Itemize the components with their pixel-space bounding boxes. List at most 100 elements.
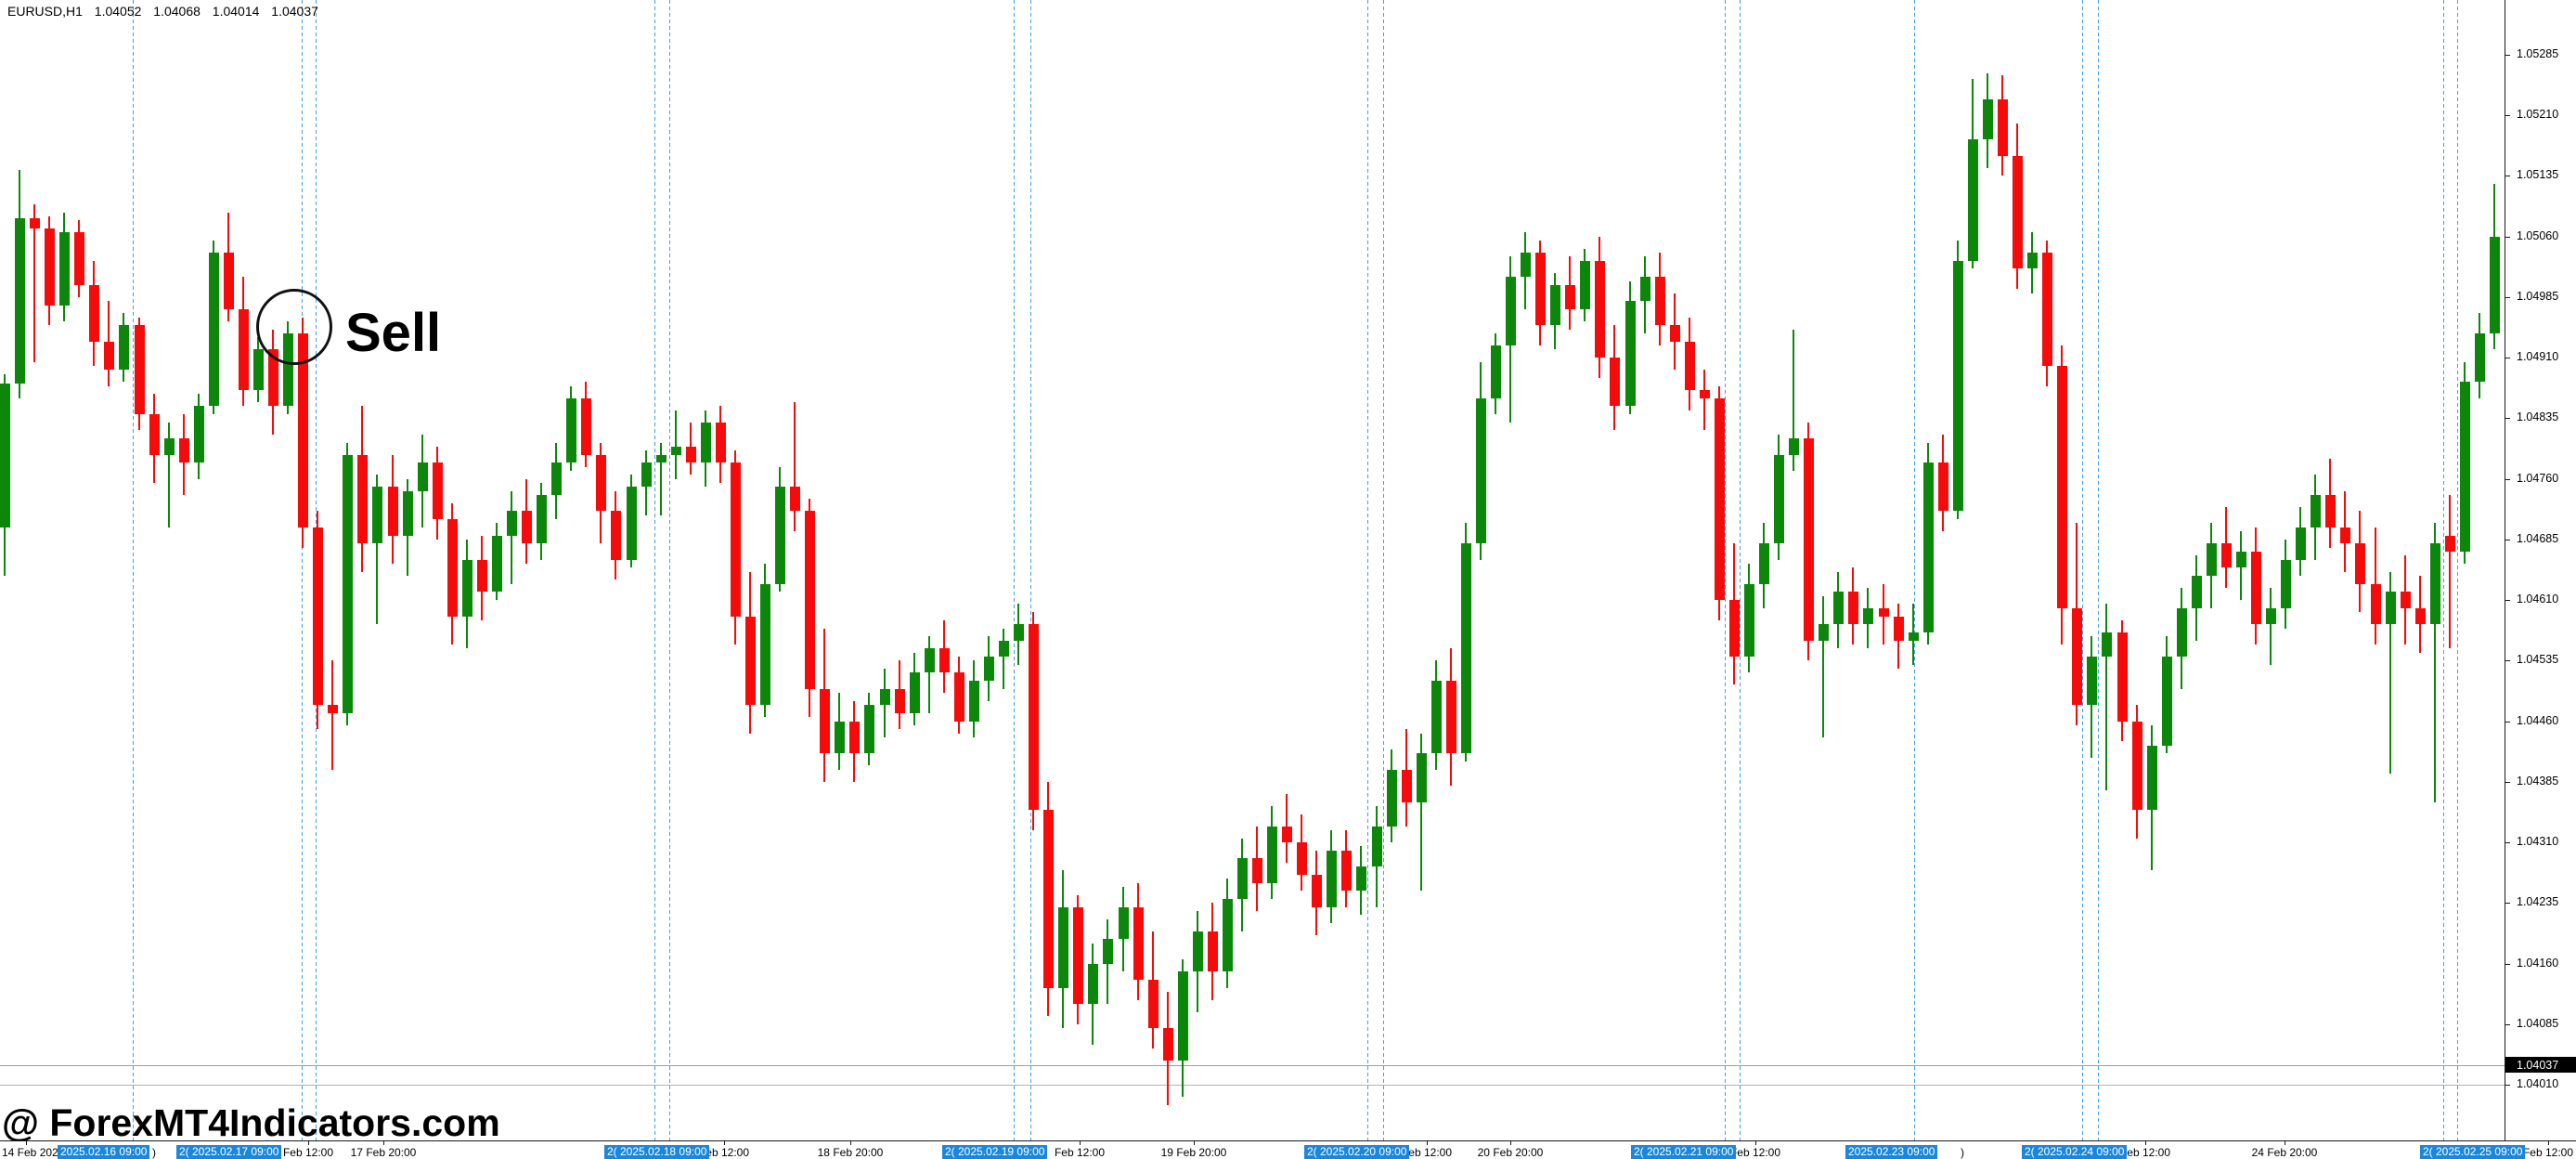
bull-candle-body [760, 584, 770, 705]
bull-candle-body [418, 462, 428, 491]
bear-candle-body [313, 527, 323, 705]
bull-candle-body [2162, 657, 2172, 746]
bull-candle-wick [675, 410, 677, 479]
price-axis-tick [2505, 479, 2510, 480]
bull-candle-body [1550, 285, 1560, 325]
price-axis-tick [2505, 964, 2510, 965]
bull-candle-body [1863, 608, 1873, 624]
price-axis[interactable]: 1.05285 1.05210 1.05135 1.05060 1.04985 1.049… [2505, 0, 2576, 1159]
bull-candle-body [835, 722, 845, 753]
bull-candle-body [1327, 851, 1337, 907]
bull-candle-body [1923, 462, 1934, 632]
bear-candle-body [2132, 722, 2142, 810]
bull-candle-body [1372, 827, 1382, 866]
current-price-value: 1.04037 [2517, 1059, 2559, 1072]
bear-candle-body [149, 414, 160, 455]
bull-candle-wick [1003, 629, 1004, 689]
bear-candle-body [820, 689, 830, 753]
price-axis-tick [2505, 903, 2510, 904]
bear-candle-body [89, 285, 99, 342]
time-axis-tick [2145, 1141, 2146, 1145]
price-axis-label: 1.05060 [2517, 229, 2559, 242]
price-axis-tick [2505, 660, 2510, 661]
bull-candle-body [880, 689, 890, 705]
price-axis-tick [2505, 722, 2510, 723]
bull-candle-wick [2270, 588, 2272, 665]
price-axis-tick [2505, 237, 2510, 238]
price-axis-label: 1.05285 [2517, 47, 2559, 60]
period-separator-line [2443, 0, 2444, 1140]
bull-candle-body [1983, 99, 1993, 139]
bear-candle-body [388, 487, 398, 536]
bull-candle-body [1431, 681, 1442, 753]
bear-candle-wick [1703, 370, 1705, 430]
bear-candle-body [447, 519, 458, 617]
period-separator-line [1367, 0, 1368, 1140]
sell-signal-circle [256, 289, 332, 365]
bear-candle-body [1595, 261, 1605, 358]
bull-candle-body [1953, 261, 1963, 511]
price-axis-tick [2505, 600, 2510, 601]
bull-candle-wick [168, 423, 170, 527]
bull-candle-body [999, 641, 1009, 657]
high-value: 1.04068 [153, 4, 201, 19]
bear-candle-body [522, 511, 532, 543]
bull-candle-body [209, 253, 219, 406]
bear-candle-wick [331, 660, 333, 770]
bear-candle-body [1804, 438, 1814, 641]
bull-candle-body [1356, 866, 1366, 891]
bull-candle-body [2490, 237, 2500, 333]
chart-canvas[interactable]: EURUSD,H1 1.04052 1.04068 1.04014 1.0403… [0, 0, 2505, 1140]
separator-time-label: 2( 2025.02.18 09:00 [604, 1145, 710, 1159]
bull-candle-body [627, 487, 637, 560]
bear-candle-body [1610, 358, 1620, 406]
time-axis-tick [1194, 1141, 1195, 1145]
bull-candle-body [537, 495, 547, 543]
bear-candle-body [1029, 624, 1039, 810]
bear-candle-body [1848, 592, 1858, 624]
separator-time-label: 2( 2025.02.19 09:00 [942, 1145, 1048, 1159]
price-axis-label: 1.04385 [2517, 775, 2559, 788]
bear-candle-body [2340, 527, 2350, 543]
bull-candle-body [1833, 592, 1844, 624]
period-separator-line [302, 0, 303, 1140]
bull-candle-body [551, 462, 562, 495]
bear-candle-body [849, 722, 860, 753]
bear-candle-body [731, 462, 741, 617]
bear-candle-body [135, 325, 145, 414]
period-separator-line [2082, 0, 2083, 1140]
bear-candle-wick [794, 402, 796, 531]
bull-candle-body [403, 491, 413, 536]
bear-candle-body [1043, 810, 1054, 988]
bull-candle-body [1789, 438, 1799, 455]
price-axis-label: 1.05210 [2517, 108, 2559, 121]
period-separator-line [1014, 0, 1015, 1140]
bull-candle-body [1387, 770, 1397, 827]
time-axis-tick [1755, 1141, 1756, 1145]
bull-candle-body [2460, 382, 2470, 552]
bull-candle-wick [928, 636, 930, 713]
bull-candle-body [2386, 592, 2396, 624]
time-axis-tick [850, 1141, 851, 1145]
watermark-text: @ ForexMT4Indicators.com [2, 1101, 500, 1140]
period-separator-line [2457, 0, 2458, 1140]
bull-candle-body [1625, 301, 1636, 406]
low-level-line [0, 1085, 2505, 1086]
bull-candle-body [2236, 552, 2246, 567]
bear-candle-body [1402, 770, 1412, 802]
bear-candle-body [1252, 858, 1262, 883]
bull-candle-body [1088, 964, 1098, 1004]
time-axis[interactable]: 14 Feb 2025 Feb 12:00 17 Feb 20:00 Feb 12:0… [0, 1140, 2576, 1159]
time-axis-tick [383, 1141, 384, 1145]
bull-candle-body [2027, 253, 2038, 268]
price-axis-tick [2505, 1085, 2510, 1086]
period-separator-line [1740, 0, 1741, 1140]
symbol-ohlc-header: EURUSD,H1 1.04052 1.04068 1.04014 1.0403… [7, 4, 327, 19]
bear-candle-body [2221, 543, 2232, 567]
bear-candle-body [1341, 851, 1352, 891]
bear-candle-wick [33, 204, 35, 362]
bull-candle-body [2087, 657, 2097, 705]
price-axis-tick [2505, 842, 2510, 843]
time-axis-label: Feb 12:00 [2119, 1146, 2171, 1159]
price-axis-label: 1.04985 [2517, 290, 2559, 303]
